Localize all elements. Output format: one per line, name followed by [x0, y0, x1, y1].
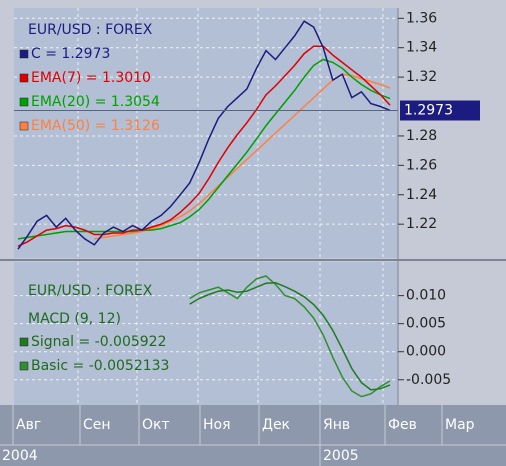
month-label: Мар	[445, 417, 475, 433]
month-label: Авг	[16, 417, 41, 433]
y-tick-label: 1.22	[406, 216, 437, 232]
y-tick-label: 1.24	[406, 187, 437, 203]
y-tick-label: 1.26	[406, 157, 437, 173]
series-line	[17, 58, 391, 240]
year-label: 2004	[2, 448, 38, 464]
series-line	[17, 45, 391, 247]
y-tick-label: -0.005	[406, 372, 451, 388]
series-line	[17, 20, 391, 250]
legend-entry: Signal = -0.005922	[31, 334, 167, 350]
time-axis	[0, 405, 506, 466]
legend-subtitle: MACD (9, 12)	[28, 311, 121, 327]
y-tick-label: 1.36	[406, 10, 437, 26]
y-tick-label: 0.000	[406, 344, 446, 360]
legend-entry: C = 1.2973	[31, 46, 110, 62]
y-tick-label: 0.005	[406, 316, 446, 332]
month-label: Янв	[323, 417, 350, 433]
year-label: 2005	[323, 448, 359, 464]
price-panel	[14, 8, 398, 258]
month-label: Дек	[262, 417, 290, 433]
y-tick-label: 1.34	[406, 40, 437, 56]
legend-swatch	[19, 97, 29, 107]
y-tick-label: 0.010	[406, 288, 446, 304]
legend-entry: EMA(7) = 1.3010	[31, 70, 151, 86]
y-tick-label: 1.32	[406, 69, 437, 85]
legend-swatch	[19, 73, 29, 83]
legend-swatch	[19, 121, 29, 131]
legend-title: EUR/USD : FOREX	[28, 283, 153, 299]
month-label: Сен	[83, 417, 111, 433]
last-value-box	[400, 100, 480, 121]
legend-swatch	[19, 361, 29, 371]
legend-swatch	[19, 337, 29, 347]
legend-swatch	[19, 49, 29, 59]
legend-entry: Basic = -0.0052133	[31, 358, 169, 374]
series-line	[189, 281, 391, 391]
month-label: Окт	[142, 417, 170, 433]
legend-title: EUR/USD : FOREX	[28, 22, 153, 38]
legend-entry: EMA(50) = 1.3126	[31, 118, 160, 134]
month-label: Ноя	[203, 417, 231, 433]
legend-entry: EMA(20) = 1.3054	[31, 94, 160, 110]
y-tick-label: 1.28	[406, 128, 437, 144]
last-value-label: 1.2973	[404, 103, 453, 119]
month-label: Фев	[388, 417, 417, 433]
